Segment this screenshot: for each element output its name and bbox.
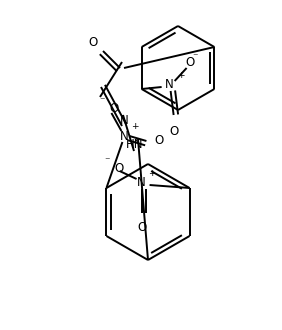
- Text: ⁻: ⁻: [193, 52, 198, 62]
- Text: O: O: [109, 102, 119, 115]
- Text: +: +: [149, 169, 156, 178]
- Text: O: O: [114, 161, 124, 175]
- Text: O: O: [186, 56, 195, 70]
- Text: O: O: [169, 125, 178, 138]
- Text: +: +: [131, 122, 139, 131]
- Text: N: N: [120, 129, 129, 143]
- Text: N: N: [137, 177, 146, 189]
- Text: +: +: [177, 71, 184, 80]
- Text: ⁻: ⁻: [104, 156, 110, 166]
- Text: N: N: [165, 79, 174, 91]
- Text: O: O: [88, 37, 98, 50]
- Text: O: O: [155, 135, 164, 148]
- Text: O: O: [137, 221, 146, 234]
- Text: HN: HN: [126, 139, 144, 151]
- Text: N: N: [120, 114, 129, 126]
- Text: ⁻: ⁻: [99, 96, 104, 106]
